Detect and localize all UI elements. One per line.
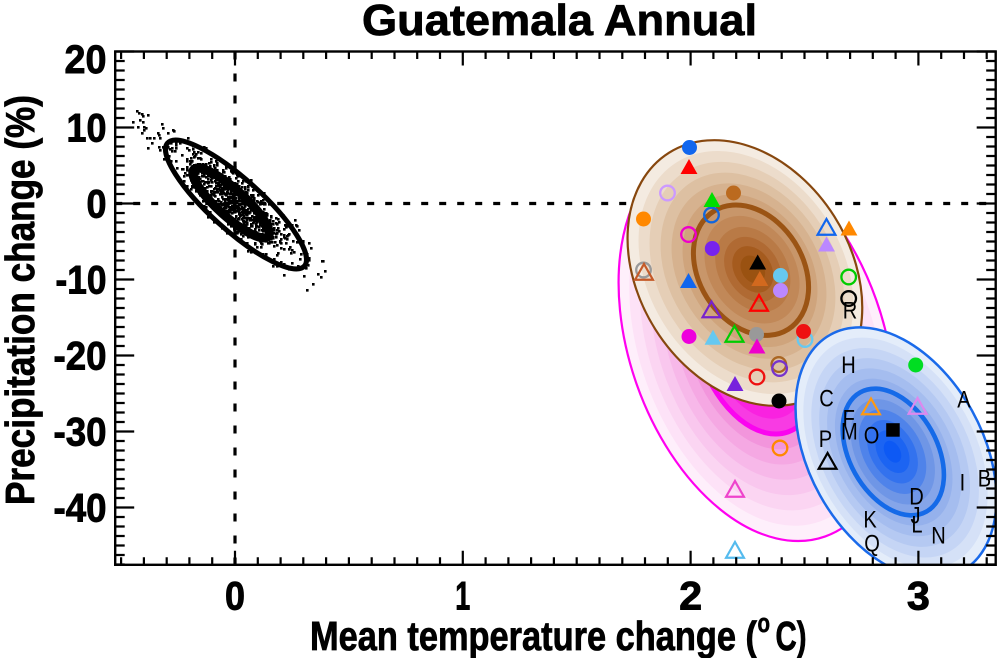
svg-text:10: 10 — [67, 106, 107, 150]
svg-text:-40: -40 — [54, 486, 107, 530]
svg-text:2: 2 — [679, 575, 702, 619]
svg-text:Guatemala Annual: Guatemala Annual — [362, 0, 757, 45]
svg-text:B: B — [978, 465, 991, 492]
svg-text:0: 0 — [87, 182, 107, 226]
svg-text:Precipitation change (%): Precipitation change (%) — [0, 95, 43, 505]
svg-text:1: 1 — [455, 575, 470, 619]
svg-text:M: M — [841, 418, 858, 445]
svg-text:P: P — [819, 425, 832, 452]
svg-text:o: o — [758, 608, 771, 638]
svg-text:H: H — [841, 351, 856, 378]
svg-text:A: A — [957, 386, 970, 413]
svg-text:R: R — [843, 297, 858, 324]
svg-text:Q: Q — [864, 530, 880, 557]
svg-text:Mean temperature change (: Mean temperature change ( — [310, 613, 757, 658]
svg-text:J: J — [910, 502, 920, 529]
svg-text:3: 3 — [907, 575, 930, 619]
svg-text:K: K — [863, 506, 876, 533]
svg-text:-20: -20 — [54, 334, 107, 378]
svg-text:C: C — [819, 384, 834, 411]
svg-text:20: 20 — [65, 38, 107, 82]
svg-text:N: N — [931, 522, 946, 549]
svg-text:F: F — [843, 405, 855, 432]
svg-text:-10: -10 — [56, 258, 107, 302]
svg-text:-30: -30 — [54, 410, 107, 454]
svg-text:C): C) — [776, 613, 807, 658]
svg-text:D: D — [909, 483, 924, 510]
svg-text:O: O — [864, 422, 880, 449]
svg-text:0: 0 — [225, 575, 245, 619]
svg-text:I: I — [960, 469, 966, 496]
svg-text:L: L — [911, 511, 922, 538]
